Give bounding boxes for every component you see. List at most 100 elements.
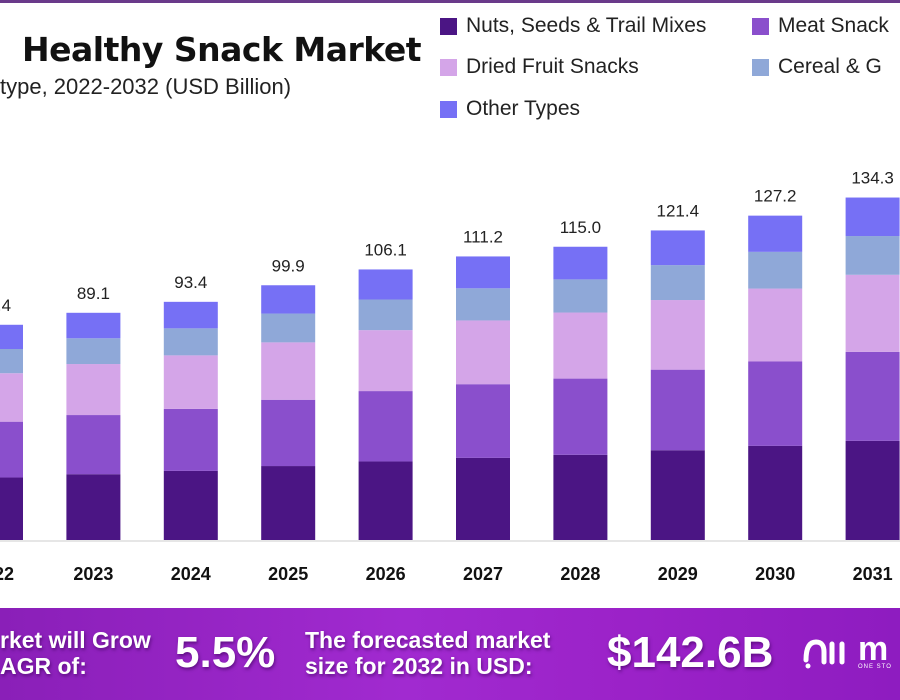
bar-segment-2027-3 [456, 288, 510, 321]
year-label-2027: 2027 [463, 564, 503, 584]
bar-segment-2025-0 [261, 466, 316, 540]
footer-forecast-line2: size for 2032 in USD: [305, 653, 533, 679]
bar-segment-2029-4 [650, 230, 705, 266]
year-label-2023: 2023 [73, 564, 113, 584]
legend-item-cereal: Cereal & G [752, 55, 882, 79]
bar-segment-2027-0 [456, 457, 510, 540]
bar-segment-2026-3 [358, 299, 413, 331]
bar-segment-2027-1 [456, 384, 510, 458]
bar-segment-2026-4 [358, 269, 413, 300]
footer-forecast-text: The forecasted market size for 2032 in U… [305, 627, 550, 679]
value-label-2029: 121.4 [657, 201, 700, 220]
value-label-2031: 134.3 [851, 169, 894, 188]
legend: Nuts, Seeds & Trail Mixes Meat Snack Dri… [440, 12, 900, 132]
year-label-2025: 2025 [268, 564, 308, 584]
year-label-2030: 2030 [755, 564, 795, 584]
stacked-bar-chart: .4 22 89.1 2023 93.4 2024 99.9 2025 106.1 2026 111… [0, 169, 900, 584]
bar-segment-2023-2 [66, 364, 121, 416]
bar-segment-2024-0 [163, 470, 218, 540]
legend-label: Other Types [466, 97, 581, 120]
year-label-2031: 2031 [853, 564, 893, 584]
company-logo: m ONE STO [800, 632, 892, 672]
legend-item-nuts: Nuts, Seeds & Trail Mixes [440, 14, 706, 38]
bar-segment-2028-4 [553, 246, 608, 280]
year-label-2026: 2026 [366, 564, 406, 584]
bar-segment-2024-1 [163, 408, 218, 471]
bar-segment-2025-4 [261, 285, 316, 314]
value-label-2027: 111.2 [463, 227, 503, 246]
bar-segment-2022-0 [0, 477, 23, 540]
bar-segment-2029-0 [650, 450, 705, 540]
logo-text: m [858, 630, 889, 668]
footer-grow-text: rket will Grow AGR of: [0, 627, 151, 679]
legend-label: Cereal & G [778, 55, 882, 78]
logo-icon [803, 639, 845, 669]
bar-segment-2022-1 [0, 421, 23, 478]
bar-segment-2031-2 [845, 274, 900, 352]
bar-segment-2026-0 [358, 461, 413, 540]
bar-segment-2023-1 [66, 415, 121, 475]
bar-segment-2026-1 [358, 391, 413, 462]
bar-segment-2029-3 [650, 265, 705, 301]
bar-segment-2031-3 [845, 236, 900, 275]
bar-segment-2027-4 [456, 256, 510, 289]
legend-swatch [752, 17, 769, 35]
bar-segment-2031-4 [845, 197, 900, 237]
bar-segment-2023-4 [66, 312, 121, 339]
legend-swatch [440, 58, 457, 76]
footer-grow-line1: rket will Grow [0, 627, 151, 653]
bar-segment-2023-0 [66, 474, 121, 540]
bar-segment-2027-2 [456, 320, 510, 385]
chart-title: Healthy Snack Market [22, 30, 421, 69]
legend-swatch [440, 17, 457, 35]
year-label-2028: 2028 [560, 564, 600, 584]
bar-segment-2023-3 [66, 338, 121, 365]
bar-segment-2028-2 [553, 312, 608, 379]
year-label-2022: 22 [0, 564, 14, 584]
bar-segment-2031-1 [845, 351, 900, 441]
bar-segment-2028-3 [553, 279, 608, 313]
footer-grow-line2: AGR of: [0, 653, 87, 679]
cagr-value: 5.5% [175, 628, 276, 677]
bar-segment-2022-2 [0, 373, 23, 422]
value-label-2024: 93.4 [174, 273, 207, 292]
legend-swatch [440, 100, 457, 118]
forecast-value: $142.6B [607, 628, 774, 677]
value-label-2026: 106.1 [364, 240, 407, 259]
legend-item-meat: Meat Snack [752, 14, 889, 38]
bar-segment-2025-2 [261, 342, 316, 400]
value-label-2028: 115.0 [560, 218, 601, 237]
logo-tagline: ONE STO [858, 664, 892, 670]
value-label-2025: 99.9 [272, 256, 305, 275]
legend-item-other: Other Types [440, 97, 580, 121]
bar-segment-2024-4 [163, 301, 218, 329]
bar-segment-2030-0 [748, 445, 803, 540]
bar-segment-2022-3 [0, 349, 23, 374]
footer-forecast-line1: The forecasted market [305, 627, 551, 653]
value-label-2030: 127.2 [754, 187, 797, 206]
bar-segment-2022-4 [0, 324, 23, 350]
bar-segment-2030-1 [748, 361, 803, 446]
year-label-2024: 2024 [171, 564, 211, 584]
legend-label: Meat Snack [778, 14, 889, 37]
value-label-2023: 89.1 [77, 284, 110, 303]
bar-segment-2024-3 [163, 328, 218, 356]
bar-segment-2030-3 [748, 251, 803, 289]
legend-label: Dried Fruit Snacks [466, 55, 639, 78]
chart-subtitle: type, 2022-2032 (USD Billion) [0, 74, 292, 99]
legend-label: Nuts, Seeds & Trail Mixes [466, 14, 707, 37]
bar-segment-2028-1 [553, 378, 608, 455]
bar-segment-2025-3 [261, 313, 316, 343]
bar-segment-2026-2 [358, 330, 413, 392]
bar-segment-2031-0 [845, 440, 900, 540]
year-label-2029: 2029 [658, 564, 698, 584]
bar-segment-2025-1 [261, 399, 316, 467]
bar-segment-2030-4 [748, 215, 803, 252]
bar-segment-2030-2 [748, 288, 803, 362]
bar-segment-2029-1 [650, 369, 705, 451]
bar-segment-2028-0 [553, 454, 608, 540]
footer-banner: rket will Grow AGR of: 5.5% The forecast… [0, 608, 900, 700]
legend-swatch [752, 58, 769, 76]
top-border [0, 0, 900, 3]
legend-item-dried-fruit: Dried Fruit Snacks [440, 55, 639, 79]
